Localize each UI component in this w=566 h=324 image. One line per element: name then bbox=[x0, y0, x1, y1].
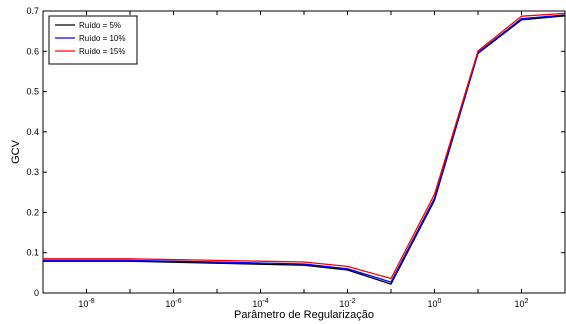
legend-label: Ruído = 10% bbox=[79, 34, 125, 43]
y-tick-label: 0 bbox=[34, 288, 39, 298]
series-layer bbox=[43, 12, 566, 285]
series-line-1 bbox=[43, 15, 566, 285]
x-axis: 10-8 10-6 10-4 10-2 100 102 bbox=[42, 11, 566, 309]
y-axis-title: GCV bbox=[10, 139, 22, 164]
legend: Ruído = 5% Ruído = 10% Ruído = 15% bbox=[48, 15, 138, 65]
x-tick-label: 10-6 bbox=[165, 298, 181, 309]
y-axis: 0 0.1 0.2 0.3 0.4 0.5 0.6 0.7 bbox=[26, 6, 565, 298]
x-tick-label: 10-2 bbox=[339, 298, 355, 309]
legend-label: Ruído = 5% bbox=[79, 21, 121, 30]
series-line-3 bbox=[43, 12, 566, 280]
series-line-2 bbox=[43, 14, 566, 283]
x-tick-label: 102 bbox=[515, 298, 529, 309]
y-tick-label: 0.5 bbox=[26, 87, 39, 97]
y-tick-label: 0.1 bbox=[26, 248, 39, 258]
y-tick-label: 0.4 bbox=[26, 127, 39, 137]
y-tick-label: 0.7 bbox=[26, 6, 39, 16]
x-tick-label: 100 bbox=[428, 298, 442, 309]
legend-label: Ruído = 15% bbox=[79, 47, 125, 56]
x-axis-title: Parâmetro de Regularização bbox=[234, 309, 374, 321]
x-tick-label: 10-4 bbox=[252, 298, 268, 309]
y-tick-label: 0.6 bbox=[26, 46, 39, 56]
y-tick-label: 0.2 bbox=[26, 207, 39, 217]
legend-box bbox=[48, 15, 138, 65]
y-tick-label: 0.3 bbox=[26, 167, 39, 177]
x-tick-label: 10-8 bbox=[78, 298, 94, 309]
